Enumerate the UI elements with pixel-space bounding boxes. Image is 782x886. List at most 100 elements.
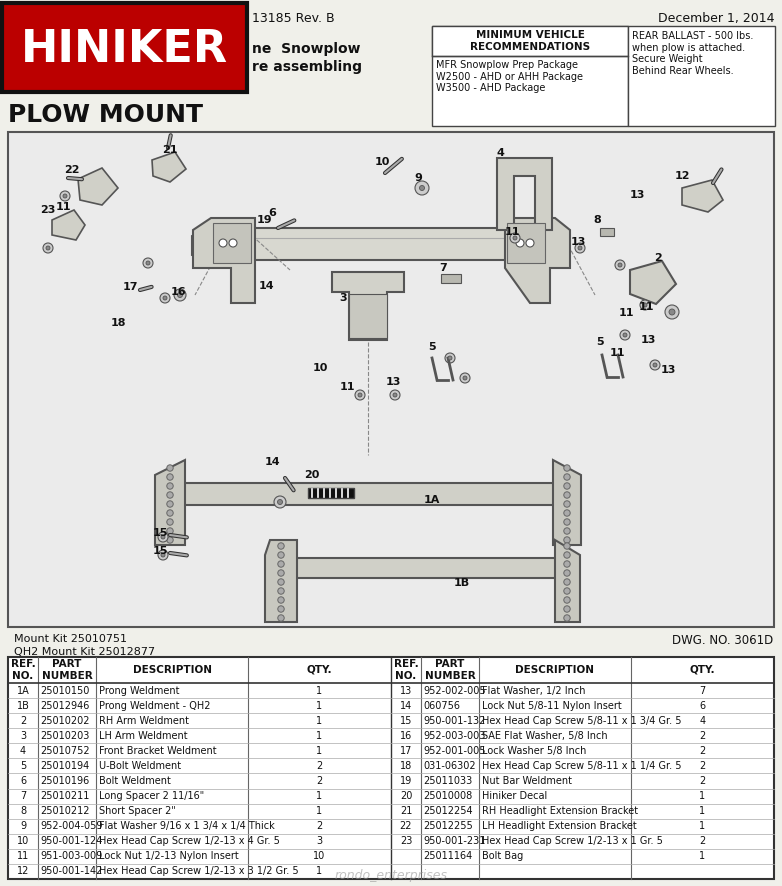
Circle shape — [510, 233, 520, 243]
Circle shape — [43, 243, 53, 253]
Text: Mount Kit 25010751: Mount Kit 25010751 — [14, 634, 127, 644]
Text: 1: 1 — [317, 731, 322, 741]
Text: 22: 22 — [64, 165, 80, 175]
Text: 1: 1 — [317, 716, 322, 726]
Text: 7: 7 — [439, 263, 447, 273]
Polygon shape — [193, 218, 255, 303]
Text: 2: 2 — [654, 253, 662, 263]
Circle shape — [161, 553, 165, 557]
Circle shape — [564, 606, 570, 612]
Circle shape — [564, 474, 570, 480]
Circle shape — [564, 570, 570, 576]
Text: 10: 10 — [314, 851, 325, 861]
Text: 13: 13 — [386, 377, 400, 387]
Text: Prong Weldment - QH2: Prong Weldment - QH2 — [99, 701, 210, 711]
Text: 25010150: 25010150 — [40, 686, 89, 696]
Text: Hex Head Cap Screw 1/2-13 x 4 Gr. 5: Hex Head Cap Screw 1/2-13 x 4 Gr. 5 — [99, 836, 280, 846]
Text: Lock Nut 5/8-11 Nylon Insert: Lock Nut 5/8-11 Nylon Insert — [482, 701, 622, 711]
Text: Long Spacer 2 11/16": Long Spacer 2 11/16" — [99, 791, 204, 801]
Circle shape — [640, 300, 650, 310]
Circle shape — [463, 376, 467, 380]
Circle shape — [167, 501, 173, 507]
Text: 1: 1 — [699, 821, 705, 831]
Text: Prong Weldment: Prong Weldment — [99, 686, 180, 696]
Text: 1B: 1B — [16, 701, 30, 711]
Circle shape — [615, 260, 625, 270]
Text: 952-003-003: 952-003-003 — [423, 731, 486, 741]
Text: MINIMUM VEHICLE
RECOMMENDATIONS: MINIMUM VEHICLE RECOMMENDATIONS — [470, 30, 590, 51]
Text: 25010212: 25010212 — [40, 806, 89, 816]
Text: 15: 15 — [152, 546, 167, 556]
Circle shape — [278, 500, 282, 504]
Text: 1B: 1B — [454, 578, 470, 588]
Text: Hex Head Cap Screw 5/8-11 x 1 1/4 Gr. 5: Hex Head Cap Screw 5/8-11 x 1 1/4 Gr. 5 — [482, 761, 681, 771]
Circle shape — [278, 561, 284, 567]
Text: 2: 2 — [699, 746, 705, 756]
Polygon shape — [555, 540, 580, 622]
Text: 950-001-132: 950-001-132 — [423, 716, 486, 726]
Text: 952-004-059: 952-004-059 — [40, 821, 102, 831]
Text: 1: 1 — [317, 867, 322, 876]
Text: 5: 5 — [596, 337, 604, 347]
Text: HINIKER: HINIKER — [21, 28, 228, 71]
Circle shape — [167, 528, 173, 534]
Circle shape — [278, 579, 284, 585]
Text: Flat Washer, 1/2 Inch: Flat Washer, 1/2 Inch — [482, 686, 586, 696]
Text: QH2 Mount Kit 25012877: QH2 Mount Kit 25012877 — [14, 647, 155, 657]
Text: 3: 3 — [317, 836, 322, 846]
Text: 17: 17 — [400, 746, 412, 756]
Text: 11: 11 — [619, 308, 633, 318]
Bar — [349, 294, 387, 338]
Text: 18: 18 — [400, 761, 412, 771]
Circle shape — [665, 305, 679, 319]
Circle shape — [653, 363, 657, 367]
Polygon shape — [192, 228, 564, 260]
Circle shape — [564, 587, 570, 595]
Circle shape — [178, 292, 182, 298]
Text: 1A: 1A — [424, 495, 440, 505]
Text: 9: 9 — [20, 821, 26, 831]
Text: 25010202: 25010202 — [40, 716, 89, 726]
Text: U-Bolt Weldment: U-Bolt Weldment — [99, 761, 181, 771]
Bar — [213, 223, 251, 263]
Text: 18: 18 — [110, 318, 126, 328]
Text: 15: 15 — [400, 716, 412, 726]
Circle shape — [278, 587, 284, 595]
Circle shape — [163, 296, 167, 300]
Circle shape — [278, 543, 284, 549]
Bar — [628, 26, 775, 126]
Circle shape — [415, 181, 429, 195]
Text: 25010752: 25010752 — [40, 746, 90, 756]
Text: REAR BALLAST - 500 lbs.
when plow is attached.
Secure Weight
Behind Rear Wheels.: REAR BALLAST - 500 lbs. when plow is att… — [632, 31, 753, 76]
Text: 1: 1 — [317, 806, 322, 816]
Polygon shape — [630, 261, 676, 304]
Polygon shape — [152, 152, 186, 182]
Text: 15: 15 — [152, 528, 167, 538]
Circle shape — [516, 239, 524, 247]
Circle shape — [419, 185, 425, 190]
Text: 1A: 1A — [16, 686, 30, 696]
Circle shape — [278, 615, 284, 621]
Circle shape — [564, 519, 570, 525]
Circle shape — [564, 509, 570, 517]
Circle shape — [669, 309, 675, 315]
Polygon shape — [278, 558, 565, 578]
Text: Hiniker Decal: Hiniker Decal — [482, 791, 547, 801]
Circle shape — [167, 483, 173, 489]
Text: SAE Flat Washer, 5/8 Inch: SAE Flat Washer, 5/8 Inch — [482, 731, 608, 741]
Text: ne  Snowplow: ne Snowplow — [252, 42, 361, 56]
Circle shape — [650, 360, 660, 370]
Text: PLOW MOUNT: PLOW MOUNT — [8, 103, 203, 127]
Circle shape — [278, 570, 284, 576]
Circle shape — [274, 496, 286, 508]
Circle shape — [564, 465, 570, 471]
Text: 4: 4 — [496, 148, 504, 158]
Circle shape — [161, 535, 165, 539]
Circle shape — [393, 393, 397, 397]
Text: 1: 1 — [699, 851, 705, 861]
Text: 2: 2 — [317, 776, 323, 786]
Text: QTY.: QTY. — [690, 665, 716, 675]
Text: 8: 8 — [593, 215, 601, 225]
Text: 23: 23 — [400, 836, 412, 846]
Circle shape — [575, 243, 585, 253]
